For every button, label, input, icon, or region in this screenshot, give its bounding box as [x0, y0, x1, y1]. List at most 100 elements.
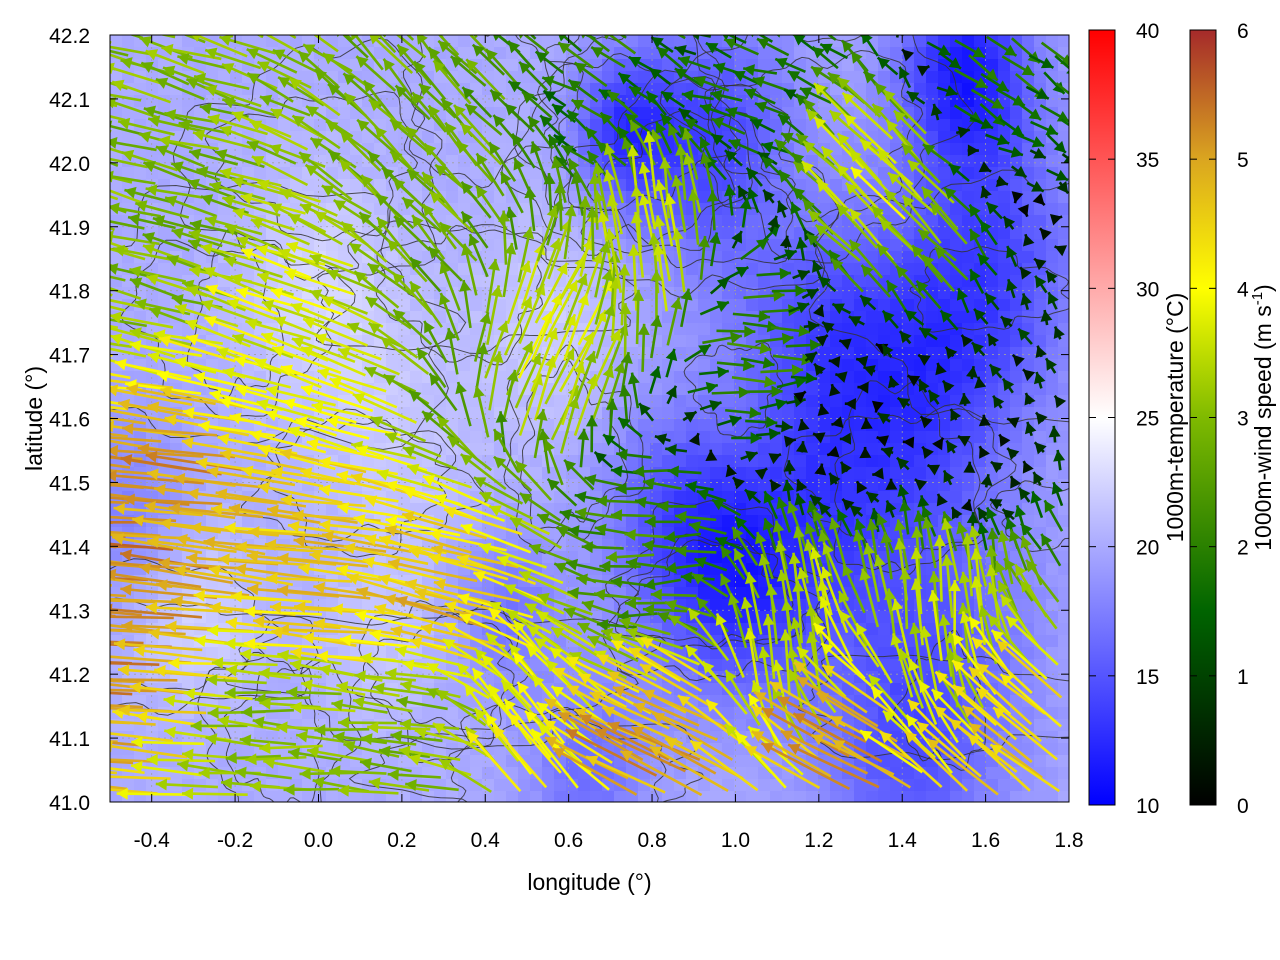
- wind-arrow-1417: [998, 433, 1011, 447]
- wind-arrow-841: [617, 416, 643, 438]
- wind-arrow-958: [594, 728, 686, 773]
- wind-arrow-446: [340, 221, 388, 263]
- wind-arrow-939: [667, 465, 702, 478]
- wind-arrow-1490: [1043, 71, 1066, 95]
- wind-arrow-903: [609, 632, 670, 664]
- wind-arrow-1306: [876, 147, 923, 202]
- wind-arrow-978: [716, 325, 756, 338]
- wind-arrow-1364: [944, 346, 958, 360]
- wind-arrow-155: [164, 195, 217, 218]
- wind-arrow-970: [700, 152, 715, 197]
- wind-arrow-263: [209, 389, 283, 412]
- wind-arrow-473: [336, 681, 400, 698]
- wind-arrow-851: [593, 588, 642, 601]
- wind-arrow-1422: [977, 506, 990, 523]
- wind-arrow-993: [694, 556, 728, 572]
- wind-arrow-171: [120, 453, 222, 476]
- wind-arrow-892: [615, 482, 653, 495]
- wind-arrow-1170: [821, 320, 835, 334]
- wind-arrow-693: [545, 313, 577, 379]
- wind-arrow-692: [531, 292, 563, 361]
- wind-arrow-100: [111, 79, 171, 104]
- wind-arrow-1156: [799, 86, 832, 105]
- wind-arrow-877: [654, 179, 674, 247]
- wind-arrow-776: [560, 144, 595, 166]
- cbar-wind-ticks-label-2: 2: [1237, 537, 1249, 560]
- wind-arrow-1151: [744, 745, 821, 789]
- wind-arrow-1007: [649, 745, 729, 792]
- wind-arrow-1394: [980, 72, 1010, 93]
- wind-arrow-1198: [751, 730, 832, 778]
- wind-arrow-1363: [960, 334, 974, 348]
- wind-arrow-51: [110, 62, 163, 85]
- wind-arrow-255: [223, 255, 283, 279]
- wind-arrow-251: [221, 195, 281, 217]
- wind-arrow-534: [411, 91, 447, 133]
- wind-arrow-724: [542, 89, 567, 107]
- cbar-wind-ticks-label-5: 5: [1237, 149, 1249, 172]
- wind-arrow-328: [225, 664, 291, 680]
- wind-arrow-86: [110, 640, 144, 645]
- wind-arrow-1038: [711, 498, 742, 517]
- wind-arrow-129: [110, 561, 191, 571]
- wind-arrow-749: [546, 478, 578, 507]
- wind-arrow-1467: [1022, 460, 1034, 474]
- wind-arrow-173: [123, 493, 223, 506]
- wind-arrow-378: [259, 697, 321, 710]
- wind-arrow-544: [409, 256, 442, 293]
- wind-arrow-215: [160, 385, 246, 409]
- wind-arrow-934: [687, 381, 719, 394]
- wind-arrow-842: [602, 433, 628, 454]
- wind-arrow-598: [475, 342, 489, 391]
- wind-arrow-1459: [1017, 327, 1033, 345]
- wind-arrow-1186: [817, 529, 834, 583]
- wind-arrow-1191: [819, 595, 853, 663]
- wind-arrow-154: [145, 184, 203, 199]
- wind-arrow-107: [134, 200, 190, 219]
- wind-arrow-1526: [999, 593, 1042, 650]
- wind-arrow-407: [300, 384, 374, 413]
- wind-arrow-1424: [977, 522, 989, 551]
- wind-arrow-194: [177, 53, 231, 71]
- wind-arrow-960: [692, 35, 712, 41]
- wind-arrow-1295: [832, 738, 911, 789]
- wind-arrow-599: [488, 351, 504, 411]
- wind-arrow-1022: [740, 237, 770, 261]
- wind-arrow-790: [591, 328, 622, 390]
- wind-arrow-494: [376, 216, 413, 262]
- wind-arrow-84: [110, 610, 142, 617]
- wind-arrow-1048: [715, 613, 745, 679]
- wind-label-end: ): [1250, 284, 1276, 292]
- wind-arrow-956: [601, 706, 684, 746]
- wind-arrow-294: [231, 111, 292, 139]
- wind-arrow-1187: [822, 542, 849, 602]
- wind-arrow-1059: [752, 76, 788, 92]
- wind-arrow-1249: [901, 48, 915, 62]
- wind-arrow-1090: [754, 531, 774, 580]
- wind-arrow-1460: [1011, 353, 1025, 367]
- wind-arrow-367: [248, 526, 337, 539]
- wind-arrow-29: [110, 500, 129, 505]
- wind-arrow-38: [110, 642, 111, 646]
- cbar-temp-ticks-label-5: 35: [1136, 149, 1159, 172]
- wind-arrow-788: [595, 304, 616, 359]
- wind-arrow-1453: [1022, 233, 1035, 247]
- wind-arrow-322: [208, 564, 294, 587]
- wind-arrow-865: [650, 35, 674, 54]
- wind-arrow-602: [436, 415, 478, 460]
- wind-arrow-644: [503, 296, 533, 356]
- wind-arrow-1247: [787, 743, 880, 789]
- wind-arrow-1392: [986, 35, 1018, 57]
- wind-arrow-972: [706, 190, 719, 231]
- wind-arrow-1074: [770, 324, 811, 337]
- wind-arrow-1185: [828, 517, 847, 568]
- wind-arrow-1031: [759, 398, 788, 411]
- y-tick-label-8: 41.8: [49, 281, 90, 304]
- wind-arrow-1390: [905, 714, 953, 774]
- wind-arrow-1120: [801, 288, 820, 300]
- wind-arrow-680: [511, 133, 536, 169]
- wind-arrow-853: [596, 618, 637, 631]
- wind-arrow-637: [505, 206, 518, 250]
- wind-arrow-304: [230, 273, 294, 297]
- contour-12-1: [172, 37, 443, 281]
